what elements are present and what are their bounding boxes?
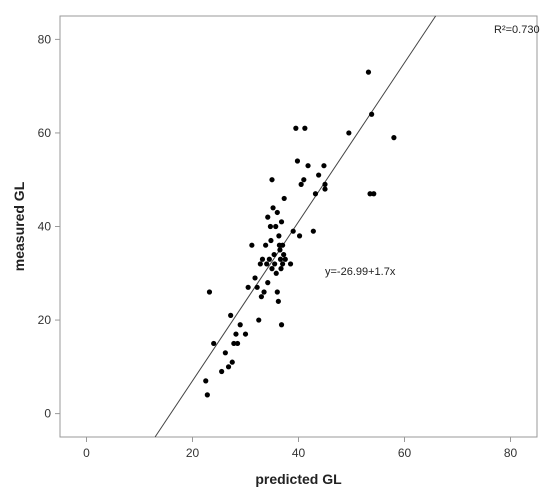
data-point — [254, 284, 260, 290]
data-point — [282, 256, 288, 262]
data-point — [305, 163, 311, 169]
data-point — [301, 177, 307, 183]
data-point — [231, 340, 237, 347]
data-point — [277, 256, 284, 262]
data-point — [252, 275, 258, 281]
data-point — [278, 266, 284, 272]
data-point — [261, 289, 267, 295]
data-point — [219, 368, 225, 375]
data-point — [316, 172, 322, 178]
data-point — [310, 228, 316, 234]
data-point — [270, 205, 276, 211]
x-tick-label: 80 — [504, 446, 518, 460]
data-point — [371, 191, 377, 197]
data-point — [281, 251, 287, 258]
x-tick-label: 60 — [398, 446, 412, 460]
data-point — [242, 331, 249, 337]
regression-line — [154, 15, 437, 438]
x-tick-label: 40 — [292, 446, 306, 460]
x-tick-label: 0 — [83, 446, 90, 460]
data-point — [275, 298, 281, 304]
r-squared-label: R²=0.730 — [494, 24, 540, 36]
data-point — [245, 284, 251, 290]
data-point — [229, 359, 235, 365]
regression-equation-label: y=-26.99+1.7x — [325, 266, 396, 278]
data-point — [280, 242, 286, 248]
data-point — [222, 350, 228, 356]
data-point — [271, 251, 277, 258]
data-point — [265, 280, 271, 286]
data-point — [269, 266, 275, 272]
data-point — [267, 223, 274, 230]
data-point — [211, 340, 217, 347]
data-point — [278, 219, 285, 225]
data-point — [268, 237, 274, 244]
data-point — [346, 130, 352, 136]
data-point — [258, 294, 264, 300]
y-tick-label: 80 — [38, 32, 52, 46]
data-point — [369, 111, 375, 117]
data-point — [312, 191, 319, 197]
x-axis-title: predicted GL — [255, 471, 342, 487]
data-point — [228, 312, 234, 318]
data-point — [249, 242, 255, 248]
x-tick-label: 20 — [186, 446, 200, 460]
data-point — [280, 261, 286, 267]
data-point — [391, 135, 397, 141]
data-point — [265, 214, 271, 220]
data-point — [272, 261, 278, 267]
data-point — [367, 191, 373, 197]
data-point — [281, 195, 287, 202]
data-point — [273, 270, 279, 276]
data-point — [321, 163, 327, 169]
data-point — [276, 233, 282, 239]
data-point — [287, 261, 294, 267]
data-point — [294, 158, 301, 164]
data-point — [278, 322, 285, 328]
data-point — [233, 331, 239, 337]
data-point — [237, 322, 243, 328]
y-tick-label: 40 — [38, 220, 52, 234]
data-point — [256, 317, 262, 323]
data-point — [277, 247, 283, 253]
data-point — [269, 177, 275, 183]
data-point — [298, 181, 304, 187]
data-point — [296, 233, 303, 239]
data-point — [322, 186, 328, 192]
y-axis-title: measured GL — [11, 181, 27, 271]
data-points — [203, 69, 397, 398]
data-point — [259, 256, 266, 262]
data-point — [203, 378, 209, 384]
data-point — [290, 228, 296, 234]
data-point — [365, 69, 372, 75]
data-point — [302, 125, 308, 131]
plot-frame — [59, 15, 538, 438]
data-point — [257, 261, 263, 267]
data-point — [204, 392, 210, 398]
y-tick-label: 0 — [44, 407, 51, 421]
data-point — [206, 289, 213, 295]
data-point — [225, 364, 232, 370]
regression-line-group — [154, 15, 437, 438]
data-point — [293, 125, 299, 131]
data-point — [234, 340, 241, 347]
data-point — [273, 223, 279, 230]
axes: 0 20 40 60 80 0 20 40 60 80 — [38, 15, 538, 460]
data-point — [274, 209, 280, 216]
y-tick-label: 60 — [38, 126, 52, 140]
data-point — [274, 289, 280, 295]
data-point — [263, 242, 269, 248]
y-tick-label: 20 — [38, 313, 52, 327]
data-point — [322, 181, 328, 187]
data-point — [266, 256, 272, 262]
data-point — [264, 261, 270, 267]
